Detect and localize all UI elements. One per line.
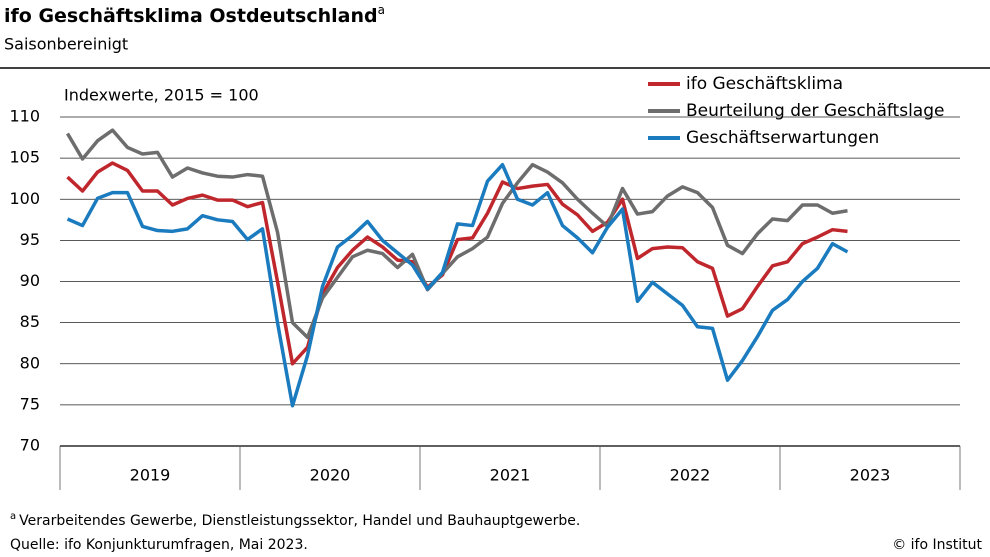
y-tick-label: 110 — [9, 107, 40, 126]
y-tick-label: 95 — [20, 230, 40, 249]
series-line — [66, 162, 849, 408]
y-tick-label: 75 — [20, 394, 40, 413]
footnote: a Verarbeitendes Gewerbe, Dienstleistungs… — [10, 511, 580, 529]
subtitle: Saisonbereinigt — [4, 35, 128, 54]
y-tick-label: 105 — [9, 148, 40, 167]
source: Quelle: ifo Konjunkturumfragen, Mai 2023… — [10, 537, 308, 553]
x-group-label: 2023 — [850, 466, 891, 485]
x-group-label: 2022 — [670, 466, 711, 485]
footnote-marker: a — [10, 511, 16, 522]
legend-label: ifo Geschäftsklima — [686, 74, 843, 94]
y-tick-label: 90 — [20, 271, 40, 290]
title-text: ifo Geschäftsklima Ostdeutschland — [4, 5, 378, 27]
copyright: © ifo Institut — [892, 537, 982, 553]
x-group-label: 2019 — [130, 466, 171, 485]
footnote-text: Verarbeitendes Gewerbe, Dienstleistungss… — [19, 513, 580, 529]
y-tick-label: 70 — [20, 436, 40, 455]
series-line — [65, 128, 848, 340]
title-note: a — [378, 3, 385, 17]
y-tick-label: 100 — [9, 189, 40, 208]
series-line — [66, 161, 848, 366]
annotation: Indexwerte, 2015 = 100 — [64, 86, 259, 105]
x-group-label: 2021 — [490, 466, 531, 485]
y-tick-label: 80 — [20, 353, 40, 372]
y-tick-label: 85 — [20, 312, 40, 331]
chart-title: ifo Geschäftsklima Ostdeutschlanda — [4, 3, 385, 27]
legend-label: Geschäftserwartungen — [686, 128, 879, 148]
legend-label: Beurteilung der Geschäftslage — [686, 101, 944, 121]
x-group-label: 2020 — [310, 466, 351, 485]
